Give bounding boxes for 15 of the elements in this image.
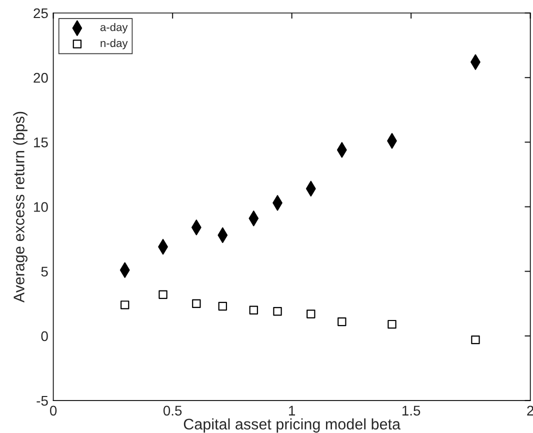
y-tick-label: 5 (41, 266, 48, 277)
x-tick-label: 0.5 (163, 406, 182, 416)
y-tick-label: 0 (41, 331, 48, 342)
y-tick-label: -5 (36, 396, 48, 406)
y-tick-label: 15 (34, 138, 48, 148)
legend-label: n-day (100, 38, 128, 50)
legend-label: a-day (100, 22, 128, 34)
x-axis-title: Capital asset pricing model beta (184, 418, 401, 433)
x-tick-label: 1.5 (402, 406, 420, 416)
y-axis-title: Average excess return (bps) (13, 112, 28, 303)
x-tick-label: 1 (289, 406, 295, 416)
y-tick-label: 10 (34, 202, 48, 212)
x-tick-label: 0 (50, 406, 57, 416)
y-tick-label: 20 (34, 72, 48, 83)
y-tick-label: 25 (34, 8, 48, 18)
